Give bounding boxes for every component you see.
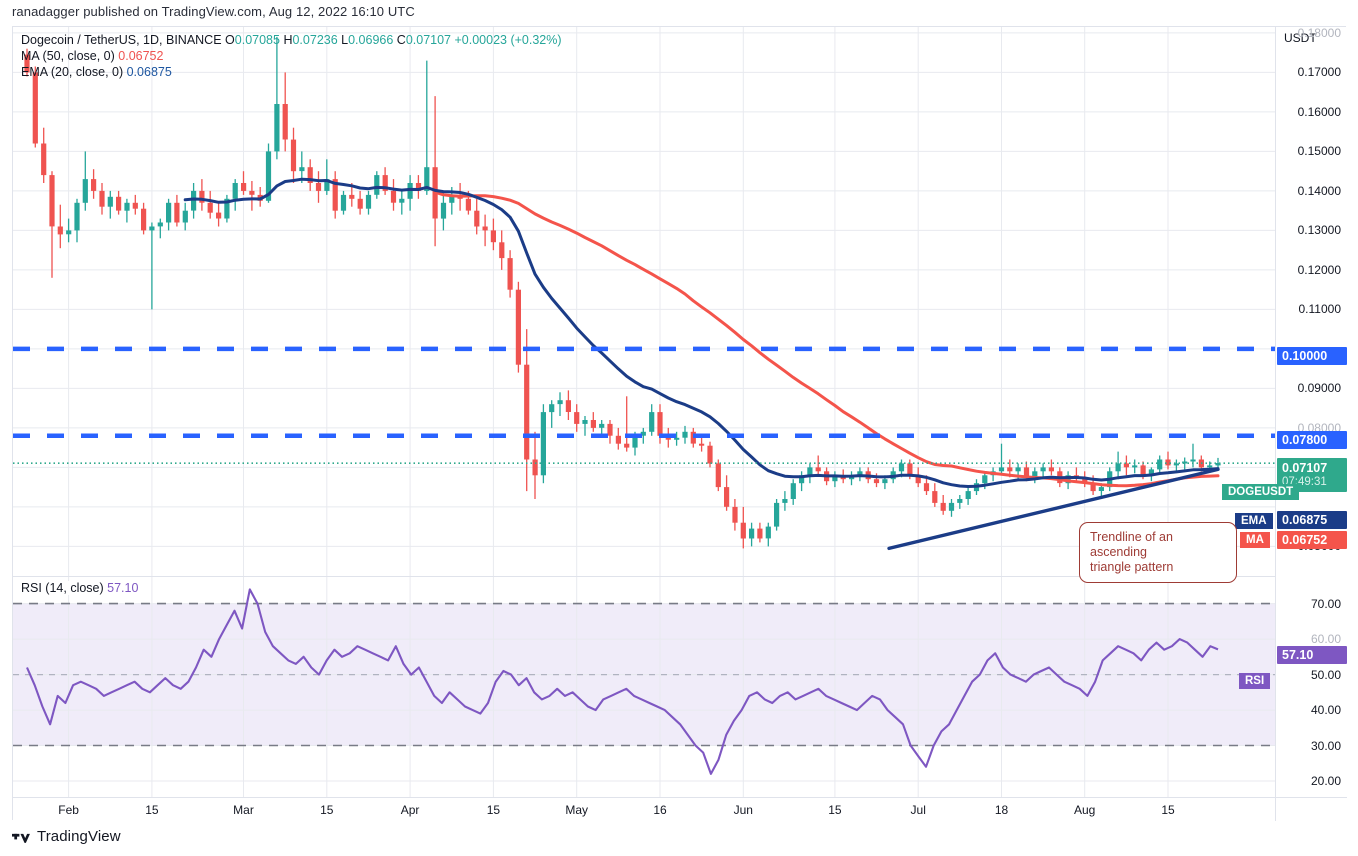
price-tick-label: 0.16000 — [1297, 104, 1341, 119]
tag-last-price-value: 0.07107 — [1282, 461, 1328, 475]
rsi-tick-label: 70.00 — [1310, 596, 1341, 611]
axis-corner — [1275, 797, 1347, 821]
price-tick-label: 0.13000 — [1297, 223, 1341, 238]
price-tick-label: 0.15000 — [1297, 144, 1341, 159]
price-tick-label: 0.18000 — [1297, 25, 1341, 40]
rsi-legend[interactable]: RSI (14, close) 57.10 — [21, 581, 143, 595]
time-tick-label: 15 — [1161, 803, 1175, 817]
rsi-tick-label: 50.00 — [1310, 667, 1341, 682]
tradingview-branding[interactable]: TradingView — [12, 828, 121, 845]
rsi-tick-label: 40.00 — [1310, 703, 1341, 718]
time-tick-label: 16 — [653, 803, 667, 817]
rsi-legend-name: RSI (14, close) — [21, 581, 104, 595]
tag-ema-value[interactable]: 0.06875 — [1277, 511, 1347, 529]
price-axis[interactable]: USDT 0.18000 0.17000 0.16000 0.15000 0.14000… — [1275, 25, 1347, 797]
price-tick-label: 0.17000 — [1297, 65, 1341, 80]
price-tick-label: 0.14000 — [1297, 183, 1341, 198]
time-tick-label: 15 — [486, 803, 501, 817]
price-tick-label: 0.11000 — [1298, 302, 1342, 317]
rsi-tick-label: 20.00 — [1310, 774, 1341, 788]
tag-resistance-upper[interactable]: 0.10000 — [1277, 347, 1347, 365]
chip-symbol: DOGEUSDT — [1222, 484, 1300, 500]
rsi-tick-label: 30.00 — [1310, 738, 1341, 753]
time-axis[interactable]: Feb 15 Mar 15 Apr 15 May 16 Jun 15 Jul 18 Aug 15 — [13, 797, 1275, 821]
time-tick-label: Jun — [733, 803, 753, 817]
time-tick-label: 15 — [145, 803, 159, 817]
tradingview-logo-icon — [12, 833, 30, 843]
rsi-tick-label: 60.00 — [1310, 632, 1341, 647]
time-tick-label: Feb — [58, 803, 79, 817]
time-tick-label: 15 — [828, 803, 842, 817]
chip-ma: MA — [1240, 532, 1270, 548]
chart-frame: Dogecoin / TetherUS, 1D, BINANCE O0.0708… — [12, 25, 1347, 821]
axis-unit-label: USDT — [1284, 31, 1317, 45]
price-pane[interactable] — [13, 27, 1275, 576]
tradingview-logo-text: TradingView — [37, 828, 121, 845]
trendline-annotation[interactable]: Trendline of an ascending triangle patte… — [1079, 522, 1237, 583]
rsi-pane[interactable] — [13, 577, 1275, 797]
publication-byline: ranadagger published on TradingView.com,… — [12, 4, 415, 19]
price-tick-label: 0.09000 — [1297, 381, 1341, 396]
time-tick-label: May — [565, 803, 589, 817]
time-tick-label: Mar — [233, 803, 254, 817]
time-tick-label: Apr — [400, 803, 420, 817]
pane-separator — [13, 576, 1275, 577]
annotation-line-2: triangle pattern — [1090, 560, 1174, 574]
tag-resistance-lower[interactable]: 0.07800 — [1277, 431, 1347, 449]
rsi-legend-value: 57.10 — [107, 581, 139, 595]
tag-rsi-value[interactable]: 57.10 — [1277, 646, 1347, 664]
chip-ema: EMA — [1235, 513, 1273, 529]
tag-ma-value[interactable]: 0.06752 — [1277, 531, 1347, 549]
annotation-line-1: Trendline of an ascending — [1090, 530, 1173, 559]
price-chart-svg — [13, 27, 1275, 576]
time-tick-label: Jul — [910, 803, 926, 817]
price-tick-label: 0.12000 — [1297, 262, 1341, 277]
rsi-chart-svg — [13, 577, 1275, 797]
time-tick-label: 15 — [320, 803, 334, 817]
time-tick-label: Aug — [1074, 803, 1096, 817]
chip-rsi: RSI — [1239, 673, 1271, 689]
time-tick-label: 18 — [994, 803, 1009, 817]
